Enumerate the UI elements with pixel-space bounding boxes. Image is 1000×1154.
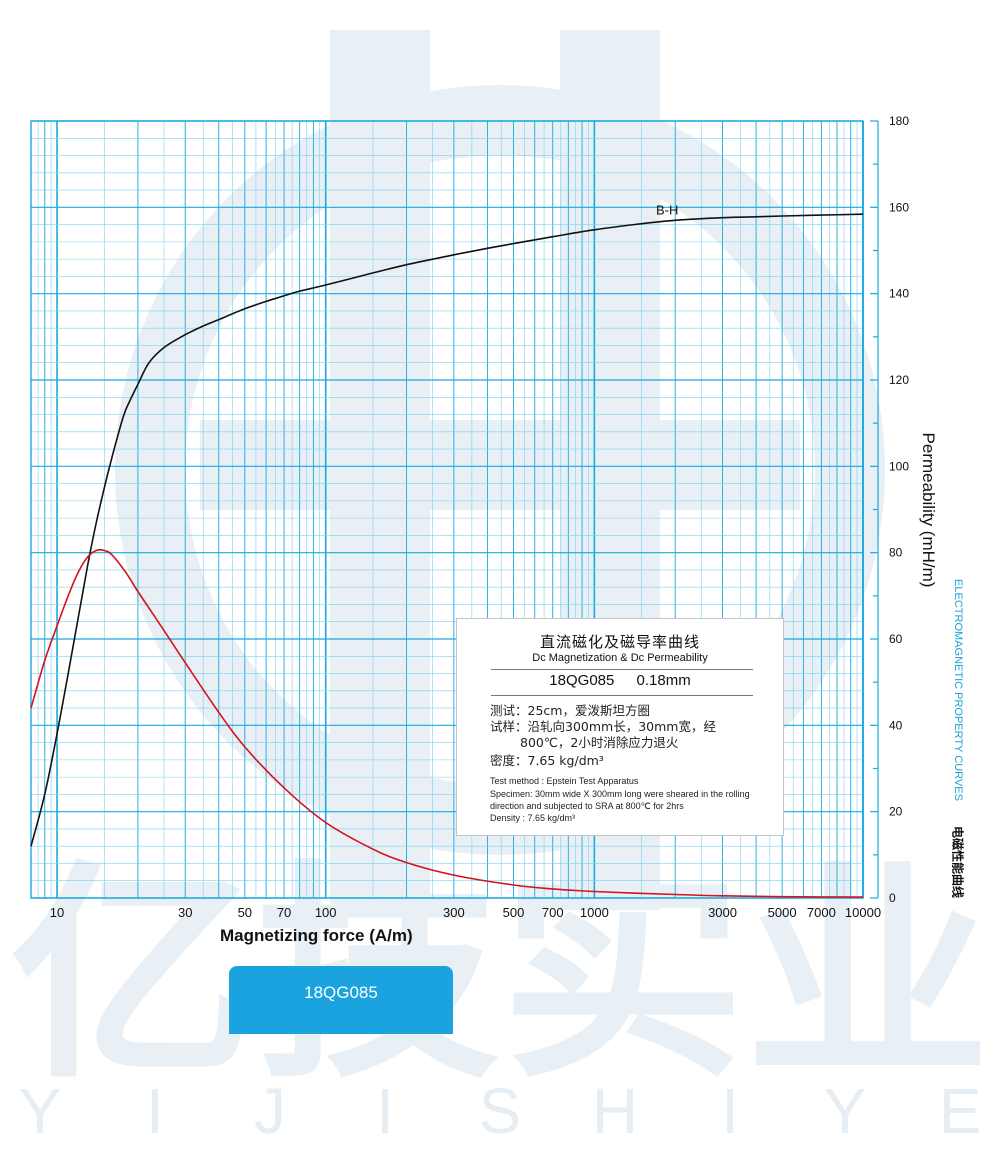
- spec-grade: 18QG085: [549, 672, 615, 689]
- brand-letter: E: [938, 1075, 982, 1147]
- y-tick-label: 40: [889, 718, 903, 732]
- brand-letter: I: [146, 1075, 164, 1147]
- x-tick-label: 50: [238, 905, 252, 920]
- density-chinese: 密度：7.65 kg/dm³: [490, 753, 604, 768]
- test-method-english: Test method : Epstein Test Apparatus: [490, 776, 639, 786]
- x-tick-label: 700: [542, 905, 564, 920]
- x-tick-label: 30: [178, 905, 192, 920]
- chart-series: B-H: [30, 202, 864, 898]
- specification-box: 直流磁化及磁导率曲线 Dc Magnetization & Dc Permeab…: [456, 618, 784, 836]
- brand-letter: I: [376, 1075, 394, 1147]
- permeability-curve: [30, 549, 864, 898]
- x-axis-label: Magnetizing force (A/m): [220, 926, 413, 945]
- product-tab[interactable]: 18QG085: [229, 966, 453, 1034]
- spec-title-english: Dc Magnetization & Dc Permeability: [532, 652, 708, 664]
- y-axis-label: Permeability (mH/m): [919, 432, 938, 588]
- side-title-english: ELECTROMAGNETIC PROPERTY CURVES: [952, 579, 964, 801]
- divider: [491, 695, 753, 696]
- test-method-chinese: 测试：25cm，爱泼斯坦方圈: [490, 703, 650, 718]
- product-tab-label: 18QG085: [304, 983, 378, 1002]
- x-tick-label: 300: [443, 905, 465, 920]
- x-axis-tick-labels: 10 30 50 70 100 300 500 700 1000 3000 5000 7000 1000…: [50, 905, 881, 920]
- y-tick-label: 20: [889, 805, 903, 819]
- brand-letter: S: [478, 1075, 522, 1147]
- y-tick-label: 60: [889, 632, 903, 646]
- y-tick-label: 140: [889, 287, 909, 301]
- bh-curve: [30, 213, 864, 847]
- watermark-bar: [200, 420, 800, 510]
- y-tick-label: 100: [889, 459, 909, 473]
- specimen-chinese-line-1: 试样：沿轧向300mm长，30mm宽，经: [490, 719, 716, 734]
- spec-thickness: 0.18mm: [636, 672, 691, 689]
- brand-letter: I: [721, 1075, 739, 1147]
- y-tick-label: 160: [889, 200, 909, 214]
- brand-letter: J: [254, 1075, 286, 1147]
- x-tick-label: 7000: [807, 905, 836, 920]
- x-tick-label: 10000: [845, 905, 881, 920]
- side-title-chinese: 电磁性能曲线: [950, 825, 965, 899]
- y-tick-label: 180: [889, 114, 909, 128]
- brand-chinese-watermark: 亿技实业: [10, 843, 990, 1110]
- series-label: B-H: [656, 202, 678, 217]
- x-tick-label: 1000: [580, 905, 609, 920]
- brand-letter: H: [591, 1075, 639, 1147]
- plot-border: [30, 120, 864, 899]
- y-tick-label: 0: [889, 891, 896, 905]
- y-axis: 0 20 40 60 80 100 120 140 160 180: [870, 114, 909, 905]
- divider: [491, 669, 753, 670]
- x-tick-label: 10: [50, 905, 64, 920]
- x-tick-label: 70: [277, 905, 291, 920]
- x-tick-label: 5000: [768, 905, 797, 920]
- x-tick-label: 500: [503, 905, 525, 920]
- y-tick-label: 120: [889, 373, 909, 387]
- spec-title-chinese: 直流磁化及磁导率曲线: [539, 633, 700, 651]
- density-english: Density : 7.65 kg/dm³: [490, 813, 576, 823]
- brand-letter: Y: [823, 1075, 867, 1147]
- y-tick-label: 80: [889, 546, 903, 560]
- specimen-chinese-line-2: 800℃，2小时消除应力退火: [520, 735, 679, 750]
- specimen-english: Specimen: 30mm wide X 300mm long were sh…: [490, 789, 750, 811]
- x-tick-label: 100: [315, 905, 337, 920]
- brand-letter: Y: [18, 1075, 62, 1147]
- x-tick-label: 3000: [708, 905, 737, 920]
- spec-grade-thickness: 18QG085 0.18mm: [457, 672, 783, 689]
